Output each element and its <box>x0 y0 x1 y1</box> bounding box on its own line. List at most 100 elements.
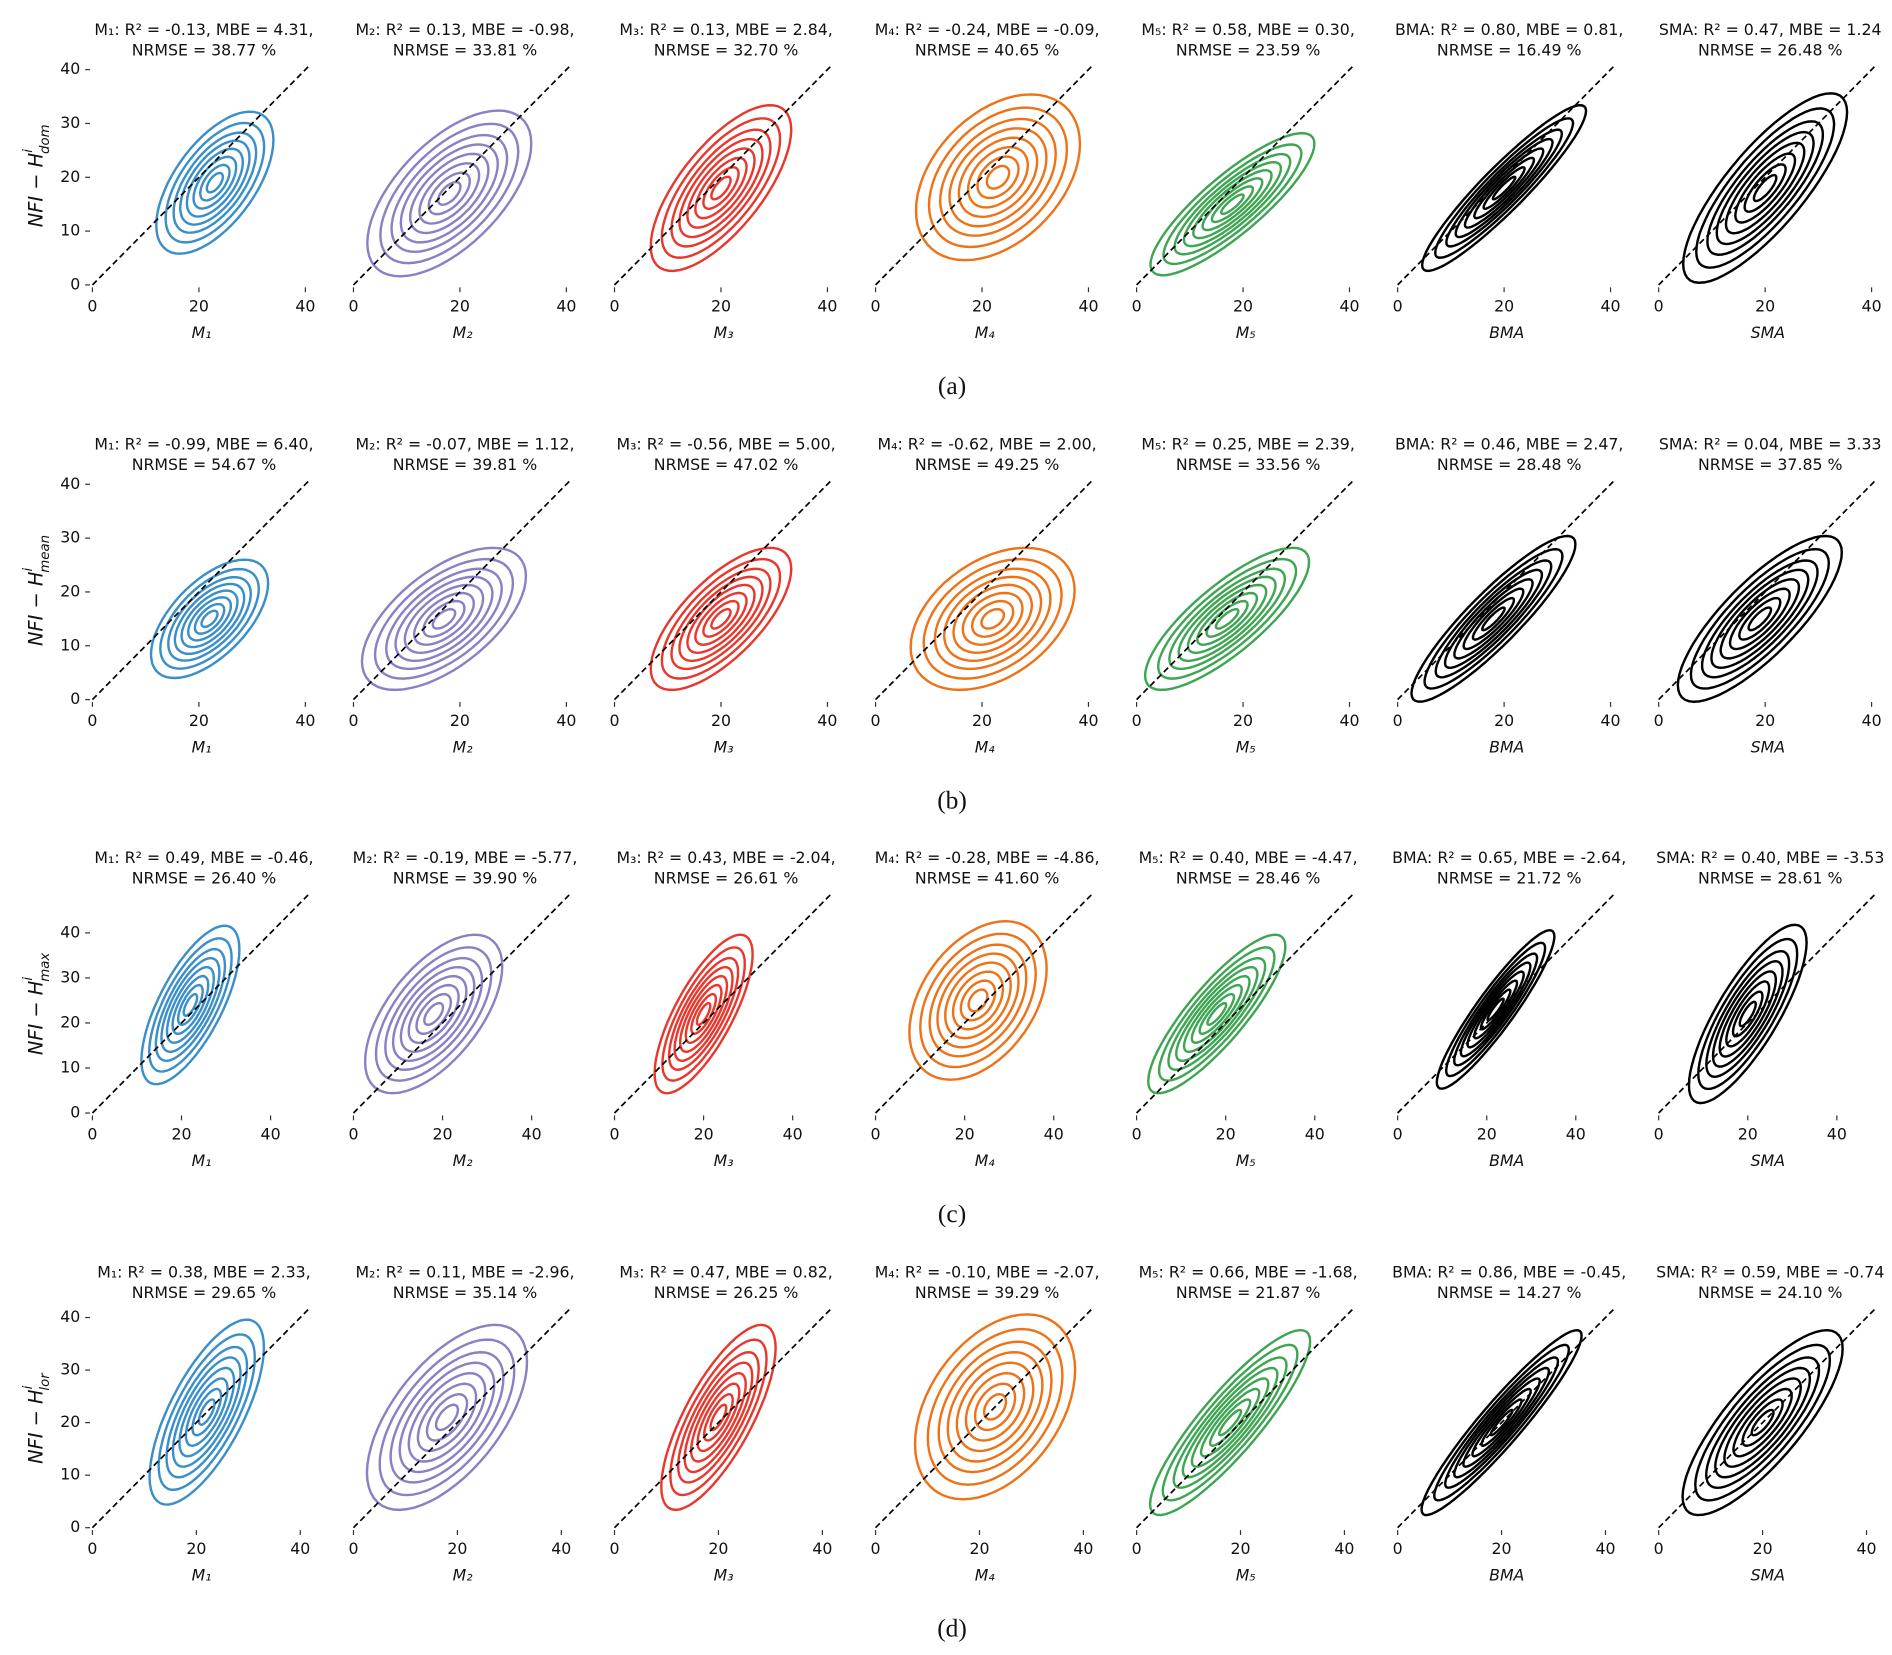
x-axis-label: M₂ <box>453 1151 474 1170</box>
y-axis-label: NFI − Hi lor <box>21 1372 53 1464</box>
density-contour <box>1182 161 1283 248</box>
density-contour <box>384 567 503 671</box>
density-contour <box>908 920 1048 1081</box>
panel-title: M₅: R² = 0.66, MBE = -1.68, <box>1139 1263 1358 1282</box>
x-tick-label: 40 <box>1073 1539 1093 1558</box>
density-contour <box>922 557 1063 680</box>
x-tick-label: 40 <box>290 1539 310 1558</box>
y-axis-label: NFI − Hi dom <box>21 124 53 227</box>
density-contour <box>649 104 793 273</box>
density-contour <box>976 155 1020 200</box>
density-contour <box>961 591 1024 646</box>
density-contour <box>403 583 485 654</box>
panel-title: M₅: R² = 0.40, MBE = -4.47, <box>1139 848 1358 867</box>
x-tick-label: 0 <box>348 711 358 730</box>
x-tick-label: 20 <box>1233 296 1253 315</box>
panel-title: NRMSE = 28.48 % <box>1437 455 1582 474</box>
y-tick-label: 20 <box>60 1012 80 1031</box>
x-tick-label: 20 <box>433 1124 453 1143</box>
x-tick-label: 40 <box>295 711 315 730</box>
x-tick-label: 0 <box>1132 711 1142 730</box>
density-contour <box>1462 587 1525 651</box>
density-contour <box>660 1323 777 1512</box>
x-tick-label: 20 <box>450 711 470 730</box>
density-contour <box>946 1351 1044 1463</box>
density-contour <box>1462 1377 1541 1468</box>
x-tick-label: 0 <box>87 1539 97 1558</box>
density-contour <box>187 596 232 642</box>
panel-title: SMA: R² = 0.40, MBE = -3.53 <box>1656 848 1884 867</box>
density-contour <box>1471 596 1516 641</box>
x-tick-label: 20 <box>1216 1124 1236 1143</box>
density-contour <box>1445 128 1564 248</box>
density-contour <box>1724 141 1806 235</box>
density-contour <box>205 171 225 194</box>
panel-title: M₄: R² = -0.24, MBE = -0.09, <box>875 20 1100 39</box>
x-tick-label: 0 <box>87 711 97 730</box>
x-axis-label: BMA <box>1489 1151 1524 1170</box>
x-tick-label: 0 <box>1654 711 1664 730</box>
identity-line <box>352 63 573 286</box>
density-contour <box>1435 928 1556 1090</box>
density-contour <box>710 607 732 630</box>
identity-line <box>874 1306 1095 1529</box>
x-axis-label: M₂ <box>453 323 474 342</box>
density-contour <box>686 583 756 655</box>
panel-title: BMA: R² = 0.80, MBE = 0.81, <box>1395 20 1623 39</box>
x-tick-label: 0 <box>1393 711 1403 730</box>
caption: (d) <box>937 1614 967 1643</box>
density-contour <box>164 121 266 244</box>
density-contour <box>1420 1328 1583 1517</box>
identity-line <box>1397 891 1617 1114</box>
density-contour <box>951 970 1005 1031</box>
density-contour <box>702 166 740 210</box>
x-axis-label: M₁ <box>192 1566 212 1585</box>
density-contour <box>389 1351 505 1484</box>
x-tick-label: 0 <box>1132 1124 1142 1143</box>
panel-title: BMA: R² = 0.46, MBE = 2.47, <box>1395 434 1623 453</box>
x-tick-label: 20 <box>450 296 470 315</box>
panel-title: M₃: R² = 0.13, MBE = 2.84, <box>619 20 832 39</box>
density-contour <box>391 965 476 1062</box>
panel-title: M₂: R² = -0.07, MBE = 1.12, <box>355 434 574 453</box>
x-axis-label: M₃ <box>714 738 734 757</box>
density-contour <box>1480 1398 1523 1447</box>
density-contour <box>1168 567 1287 671</box>
y-tick-label: 30 <box>60 967 80 986</box>
x-tick-label: 20 <box>694 1124 714 1143</box>
density-contour <box>425 1392 469 1442</box>
density-contour <box>967 988 989 1013</box>
density-contour <box>165 965 216 1044</box>
density-contour <box>1434 559 1553 679</box>
density-contour <box>1459 961 1532 1058</box>
x-tick-label: 20 <box>711 711 731 730</box>
y-tick-label: 0 <box>70 1517 80 1536</box>
density-contour <box>1728 587 1791 651</box>
identity-line <box>874 891 1095 1114</box>
panel-title: NRMSE = 33.56 % <box>1176 455 1321 474</box>
y-label-sub: max <box>38 953 53 982</box>
y-tick-label: 20 <box>60 1412 80 1431</box>
panel-title: NRMSE = 39.81 % <box>393 455 538 474</box>
y-tick-label: 10 <box>60 635 80 654</box>
x-axis-label: M₁ <box>192 323 212 342</box>
x-tick-label: 20 <box>171 1124 191 1143</box>
density-contour <box>1481 606 1506 632</box>
x-tick-label: 0 <box>871 296 881 315</box>
identity-line <box>1658 63 1878 286</box>
panel-title: M₂: R² = 0.13, MBE = -0.98, <box>355 20 574 39</box>
density-contour <box>1192 169 1273 240</box>
identity-line <box>613 478 834 701</box>
identity-line <box>1397 1306 1617 1529</box>
density-contour <box>165 1345 249 1479</box>
density-contour <box>1423 548 1564 690</box>
density-contour <box>149 558 270 680</box>
panel-title: M₃: R² = 0.43, MBE = -2.04, <box>617 848 836 867</box>
density-contour <box>694 156 748 220</box>
x-axis-label: M₄ <box>975 1566 996 1585</box>
density-contour <box>185 147 244 218</box>
x-tick-label: 20 <box>1230 1539 1250 1558</box>
x-tick-label: 40 <box>812 1539 832 1558</box>
y-label-sup: i <box>21 568 36 572</box>
x-tick-label: 20 <box>708 1539 728 1558</box>
